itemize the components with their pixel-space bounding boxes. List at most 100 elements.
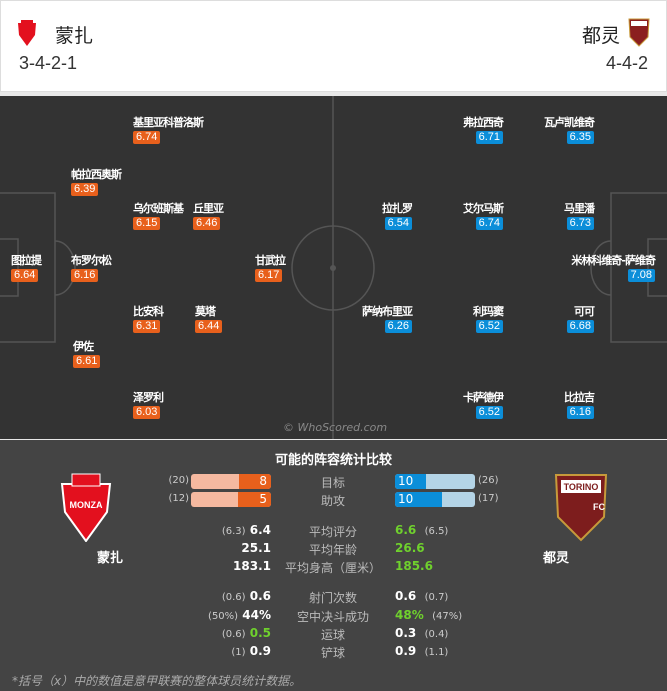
player-name: 卡萨德伊 bbox=[463, 391, 504, 404]
stat-label: 平均身高（厘米） bbox=[284, 561, 381, 575]
player-rating: 6.71 bbox=[475, 131, 503, 144]
player-rating: 6.31 bbox=[133, 320, 161, 333]
home-league-total: (20) bbox=[168, 475, 189, 486]
player-rating: 6.54 bbox=[384, 217, 412, 230]
player-name: 可可 bbox=[574, 305, 595, 318]
player-name: 帕拉西奥斯 bbox=[71, 168, 122, 181]
away-player[interactable]: 比拉吉 6.16 bbox=[564, 391, 595, 419]
svg-text:FC: FC bbox=[593, 502, 605, 512]
away-stat-value: 48% (47%) bbox=[395, 608, 463, 622]
home-stat-value: (0.6) 0.6 bbox=[221, 589, 271, 603]
player-name: 瓦卢凯维奇 bbox=[544, 116, 595, 129]
away-stat-bar: 10 bbox=[395, 474, 475, 489]
away-stat-fill: 10 bbox=[395, 492, 443, 507]
away-player[interactable]: 利玛窦 6.52 bbox=[473, 305, 504, 333]
away-player[interactable]: 卡萨德伊 6.52 bbox=[463, 391, 504, 419]
torino-logo-icon bbox=[628, 18, 650, 47]
away-player[interactable]: 马里潘 6.73 bbox=[564, 202, 595, 230]
away-stat-value: 185.6 bbox=[395, 559, 433, 573]
player-name: 布罗尔松 bbox=[71, 254, 112, 267]
home-stat-value: (1) 0.9 bbox=[231, 644, 271, 658]
player-rating: 6.15 bbox=[133, 217, 161, 230]
player-rating: 6.61 bbox=[73, 355, 101, 368]
home-stat-value: (50%) 44% bbox=[208, 608, 271, 622]
away-player[interactable]: 可可 6.68 bbox=[566, 305, 595, 333]
player-name: 莫塔 bbox=[195, 305, 216, 318]
away-player[interactable]: 瓦卢凯维奇 6.35 bbox=[544, 116, 595, 144]
comparison-title: 可能的阵容统计比较 bbox=[274, 453, 392, 468]
home-player[interactable]: 乌尔班斯基 6.15 bbox=[133, 202, 184, 230]
player-rating: 6.44 bbox=[195, 320, 223, 333]
player-name: 弗拉西奇 bbox=[463, 116, 504, 129]
player-rating: 6.74 bbox=[475, 217, 503, 230]
home-player[interactable]: 图拉提 6.64 bbox=[11, 254, 42, 282]
away-player[interactable]: 艾尔马斯 6.74 bbox=[463, 202, 504, 230]
stats-comparison: 可能的阵容统计比较 MONZA 蒙扎 TORINO FC 都灵 (20) 8 目标… bbox=[0, 440, 667, 691]
home-stat-value: 25.1 bbox=[241, 541, 271, 555]
home-player[interactable]: 甘武拉 6.17 bbox=[255, 254, 286, 282]
home-player[interactable]: 伊佐 6.61 bbox=[73, 340, 101, 368]
away-player[interactable]: 萨纳布里亚 6.26 bbox=[362, 305, 413, 333]
home-player[interactable]: 帕拉西奥斯 6.39 bbox=[71, 168, 122, 196]
player-name: 丘里亚 bbox=[193, 202, 224, 215]
player-rating: 6.17 bbox=[255, 269, 283, 282]
away-player[interactable]: 弗拉西奇 6.71 bbox=[463, 116, 504, 144]
stat-label: 平均年龄 bbox=[308, 543, 357, 557]
home-player[interactable]: 泽罗利 6.03 bbox=[133, 391, 164, 419]
svg-text:TORINO: TORINO bbox=[564, 482, 599, 492]
away-league-total: (26) bbox=[478, 475, 499, 486]
away-league-total: (17) bbox=[478, 493, 499, 504]
svg-text:MONZA: MONZA bbox=[70, 500, 103, 510]
player-name: 拉扎罗 bbox=[382, 202, 413, 215]
stat-label: 空中决斗成功 bbox=[296, 610, 369, 624]
player-rating: 6.16 bbox=[566, 406, 594, 419]
player-rating: 6.74 bbox=[133, 131, 161, 144]
home-stat-value: (0.6) 0.5 bbox=[221, 626, 271, 640]
player-rating: 6.73 bbox=[566, 217, 594, 230]
stat-label: 助攻 bbox=[320, 494, 345, 508]
home-team-label: 蒙扎 bbox=[97, 551, 124, 566]
stat-label: 铲球 bbox=[320, 646, 345, 660]
away-stat-value: 26.6 bbox=[395, 541, 425, 555]
player-rating: 6.39 bbox=[71, 183, 99, 196]
player-rating: 6.52 bbox=[475, 320, 503, 333]
away-player[interactable]: 米林科维奇-萨维奇 7.08 bbox=[571, 254, 656, 282]
stat-label: 运球 bbox=[320, 628, 345, 642]
player-name: 基里亚科普洛斯 bbox=[133, 116, 204, 129]
player-rating: 6.46 bbox=[193, 217, 221, 230]
player-name: 米林科维奇-萨维奇 bbox=[571, 254, 656, 267]
home-stat-bar: 8 bbox=[191, 474, 271, 489]
away-stat-value: 0.3 (0.4) bbox=[395, 626, 449, 640]
lineup-header: 蒙扎 3-4-2-1 都灵 4-4-2 bbox=[0, 0, 667, 92]
player-name: 伊佐 bbox=[73, 340, 94, 353]
stat-label: 目标 bbox=[320, 476, 345, 490]
stat-label: 射门次数 bbox=[308, 591, 357, 605]
home-player[interactable]: 比安科 6.31 bbox=[133, 305, 164, 333]
home-stat-fill: 5 bbox=[237, 492, 271, 507]
player-rating: 6.52 bbox=[475, 406, 503, 419]
player-name: 比拉吉 bbox=[564, 391, 595, 404]
player-rating: 6.64 bbox=[11, 269, 39, 282]
away-formation: 4-4-2 bbox=[605, 53, 648, 73]
pitch-lines bbox=[0, 96, 667, 439]
player-rating: 6.26 bbox=[384, 320, 412, 333]
player-name: 利玛窦 bbox=[473, 305, 504, 318]
stat-label: 平均评分 bbox=[308, 525, 357, 539]
home-league-total: (12) bbox=[168, 493, 189, 504]
player-name: 泽罗利 bbox=[133, 391, 164, 404]
home-player[interactable]: 基里亚科普洛斯 6.74 bbox=[133, 116, 204, 144]
away-team-name[interactable]: 都灵 bbox=[581, 25, 620, 47]
home-player[interactable]: 丘里亚 6.46 bbox=[193, 202, 224, 230]
player-name: 萨纳布里亚 bbox=[362, 305, 413, 318]
player-rating: 7.08 bbox=[627, 269, 655, 282]
away-player[interactable]: 拉扎罗 6.54 bbox=[382, 202, 413, 230]
home-team-name[interactable]: 蒙扎 bbox=[55, 25, 94, 47]
monza-crest-icon: MONZA bbox=[60, 473, 112, 542]
home-player[interactable]: 布罗尔松 6.16 bbox=[71, 254, 112, 282]
home-player[interactable]: 莫塔 6.44 bbox=[195, 305, 223, 333]
player-rating: 6.35 bbox=[566, 131, 594, 144]
away-stat-fill: 10 bbox=[395, 474, 426, 489]
home-formation: 3-4-2-1 bbox=[19, 53, 78, 73]
player-name: 图拉提 bbox=[11, 254, 42, 267]
away-stat-value: 6.6 (6.5) bbox=[395, 523, 449, 537]
